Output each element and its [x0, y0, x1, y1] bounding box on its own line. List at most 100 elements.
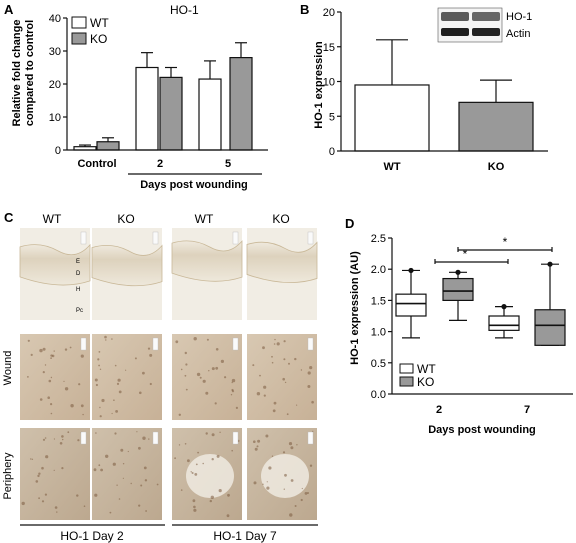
stain-dot-wound-2-13 [97, 358, 100, 361]
sig-star-2: * [503, 235, 508, 249]
panel-d-letter: D [345, 216, 354, 231]
stain-dot-wound-4-12 [256, 392, 261, 396]
stain-dot-wound-2-3 [116, 382, 120, 385]
stain-dot-wound-2-19 [142, 371, 145, 375]
stain-dot-wound-3-9 [224, 376, 227, 379]
stain-dot-wound-1-9 [39, 348, 43, 353]
stain-dot-periphery-1-13 [67, 431, 70, 434]
scale-bar-wound-2 [152, 337, 159, 351]
stain-dot-wound-3-7 [178, 413, 181, 416]
panel-d-box-wt-1 [488, 315, 520, 331]
stain-dot-wound-4-13 [288, 362, 290, 365]
stain-dot-wound-3-2 [231, 390, 235, 393]
stain-dot-wound-4-23 [311, 400, 314, 404]
stain-dot-periphery-1-3 [53, 469, 55, 471]
stain-dot-periphery-2-22 [136, 431, 138, 433]
stain-dot-periphery-3-16 [227, 493, 230, 497]
stain-dot-wound-2-7 [111, 338, 113, 340]
stain-dot-wound-3-24 [202, 379, 206, 383]
stain-dot-wound-2-0 [114, 364, 117, 367]
panel-b-cat-wt: WT [383, 161, 400, 173]
stain-dot-periphery-1-12 [59, 442, 63, 445]
stain-dot-periphery-2-13 [144, 479, 148, 482]
stain-dot-periphery-4-22 [284, 473, 287, 477]
stain-dot-wound-3-13 [184, 351, 187, 355]
stain-dot-wound-2-9 [149, 353, 153, 357]
micrograph-periphery-2 [92, 428, 162, 520]
stain-dot-periphery-4-23 [271, 455, 274, 457]
stain-dot-wound-1-24 [80, 404, 84, 408]
stain-dot-periphery-1-11 [45, 455, 49, 459]
stain-dot-wound-1-17 [27, 339, 30, 342]
stain-dot-periphery-2-11 [138, 504, 141, 507]
micrograph-grid [19, 228, 318, 520]
stain-dot-periphery-4-5 [290, 446, 294, 450]
micrograph-wound-1 [20, 334, 90, 420]
panel-d-ylabel: HO-1 expression (AU) [349, 251, 361, 365]
panel-d-legend-ko: KO [417, 375, 434, 389]
micrograph-wound-4 [247, 334, 317, 420]
stain-dot-periphery-4-24 [256, 445, 259, 448]
blot-band-actin-ko [472, 28, 500, 36]
stain-dot-periphery-2-3 [98, 464, 101, 467]
stain-dot-periphery-2-0 [120, 448, 124, 452]
stain-dot-wound-2-21 [134, 357, 137, 360]
panel-b-y-tick-label-1: 5 [329, 111, 335, 123]
stain-dot-wound-4-16 [282, 377, 286, 381]
panel-a-y-tick-label-2: 20 [49, 79, 61, 91]
panel-a-ylabel-2: compared to control [24, 20, 36, 126]
stain-dot-periphery-4-18 [296, 444, 298, 446]
stain-dot-wound-2-25 [117, 378, 121, 382]
panel-d-y-tick-label-5: 2.5 [371, 233, 386, 245]
stain-dot-periphery-3-6 [210, 495, 214, 499]
panel-c-col-label-1: WT [43, 212, 62, 226]
stain-dot-periphery-2-10 [112, 462, 116, 466]
stain-dot-periphery-3-21 [184, 443, 187, 445]
stain-dot-wound-3-20 [231, 381, 233, 384]
panel-a-y-ticks: 0 10 20 30 40 [49, 13, 67, 157]
stain-dot-wound-3-4 [205, 391, 209, 395]
stain-dot-periphery-1-6 [83, 505, 86, 508]
stain-dot-periphery-2-4 [93, 468, 97, 472]
blot-label-ho1: HO-1 [506, 11, 532, 23]
panel-d-box-ko-1 [534, 309, 566, 346]
stain-dot-wound-2-4 [99, 415, 102, 418]
panel-d-max-dot-ko-1 [547, 261, 553, 267]
stain-dot-periphery-4-21 [268, 466, 272, 470]
stain-dot-periphery-1-17 [44, 437, 47, 439]
stain-dot-wound-2-2 [111, 412, 113, 415]
panel-d-y-tick-label-1: 0.5 [371, 358, 386, 370]
panel-a-title: HO-1 [170, 3, 199, 17]
stain-dot-periphery-2-16 [127, 450, 129, 453]
stain-dot-wound-4-11 [294, 357, 297, 361]
panel-c: C WT KO WT KO Wound Periphery E D H Pc H… [2, 210, 318, 543]
panel-a-bars [73, 42, 253, 151]
layer-label-e: E [76, 259, 80, 265]
stain-dot-wound-4-17 [273, 343, 276, 345]
pale-region-periphery-3 [186, 454, 234, 498]
stain-dot-wound-2-6 [101, 398, 105, 403]
stain-dot-wound-3-0 [208, 370, 210, 372]
scale-bar-overview-2 [152, 231, 159, 245]
stain-dot-periphery-4-14 [254, 447, 258, 451]
panel-b: B HO-1 expression 0 5 10 15 20 WT KO HO-1 Ac… [300, 2, 548, 173]
stain-dot-periphery-3-23 [180, 489, 183, 491]
stain-dot-periphery-2-19 [140, 484, 143, 487]
stain-dot-wound-4-5 [309, 366, 313, 370]
tissue-layer-overview-3 [171, 240, 243, 282]
stain-dot-wound-4-2 [283, 358, 286, 361]
stain-dot-periphery-1-14 [30, 458, 32, 460]
stain-dot-wound-4-6 [300, 369, 303, 371]
panel-c-footer-day2: HO-1 Day 2 [60, 529, 124, 543]
stain-dot-periphery-3-2 [218, 489, 222, 493]
stain-dot-periphery-3-19 [202, 462, 204, 465]
layer-label-d: D [76, 271, 81, 277]
panel-d: D HO-1 expression (AU) 0.0 0.5 1.0 1.5 2.0 2.… [345, 216, 573, 436]
stain-dot-wound-4-15 [273, 401, 277, 405]
stain-dot-wound-3-5 [231, 378, 236, 383]
stain-dot-periphery-2-12 [118, 498, 121, 500]
stain-dot-wound-4-4 [263, 385, 267, 389]
stain-dot-wound-1-23 [70, 404, 74, 408]
stain-dot-periphery-2-17 [156, 483, 159, 486]
